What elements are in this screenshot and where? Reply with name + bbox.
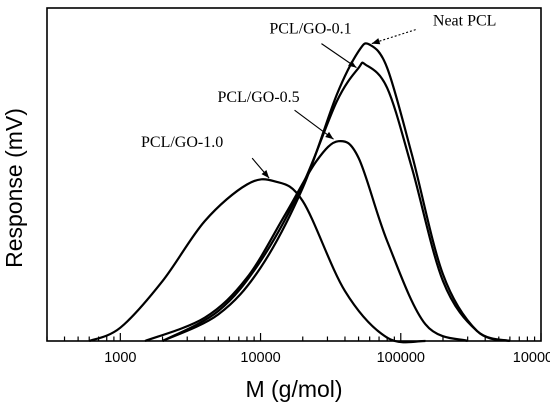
x-axis-ticks: 1000 10000 100000 1000000 bbox=[46, 333, 550, 366]
curve-pcl-go-0-5 bbox=[144, 139, 469, 343]
annotation-label: PCL/GO-0.5 bbox=[217, 89, 299, 106]
arrowhead bbox=[325, 131, 334, 140]
x-tick-label: 100000 bbox=[377, 350, 425, 366]
annotation-label: PCL/GO-0.1 bbox=[269, 21, 351, 38]
x-tick-label: 1000000 bbox=[513, 350, 550, 366]
annotation-label: PCL/GO-1.0 bbox=[141, 134, 223, 151]
annotation-arrow bbox=[294, 109, 334, 140]
x-tick-label: 1000 bbox=[104, 350, 136, 366]
y-axis-label: Response (mV) bbox=[1, 108, 27, 268]
annotation-label: Neat PCL bbox=[433, 13, 497, 30]
curve-neat-pcl bbox=[162, 42, 511, 343]
x-tick-label: 10000 bbox=[240, 350, 280, 366]
plot-frame bbox=[46, 7, 542, 342]
plot-border bbox=[46, 7, 542, 342]
curve-pcl-go-1-0 bbox=[88, 178, 426, 344]
annotations: Neat PCL PCL/GO-0.1 PCL/GO-0.5 PCL/GO-1.0 bbox=[141, 13, 496, 179]
arrowhead bbox=[261, 169, 270, 179]
arrowhead bbox=[348, 60, 357, 68]
curves bbox=[88, 42, 511, 344]
arrowhead bbox=[371, 38, 381, 45]
x-axis-label: M (g/mol) bbox=[245, 376, 342, 402]
curve-pcl-go-0-1 bbox=[162, 61, 511, 343]
